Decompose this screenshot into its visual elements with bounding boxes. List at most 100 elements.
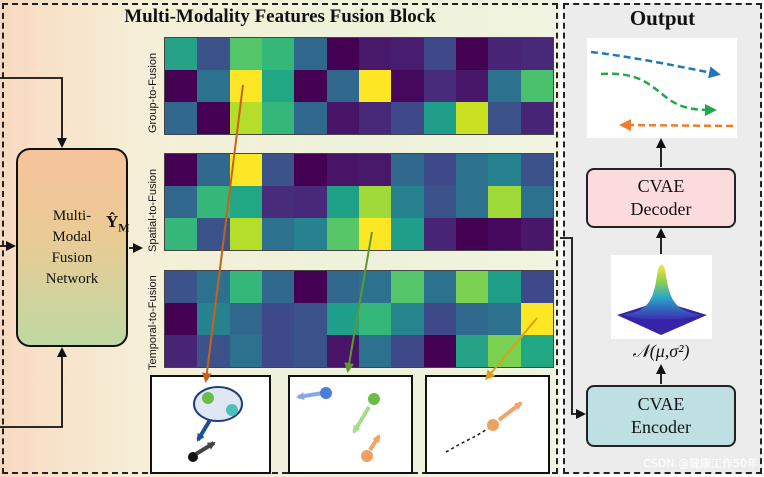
heatmap-cell: [488, 70, 521, 102]
heatmap-cell: [197, 70, 230, 102]
heatmap-cell: [261, 218, 295, 250]
cvae-decoder-line-1: CVAE: [637, 176, 685, 196]
heatmap-cell: [455, 154, 489, 186]
output-trajectory-box: [587, 38, 737, 138]
heatmap-cell: [326, 38, 359, 70]
heatmap-cell: [358, 154, 392, 186]
heatmap-cell: [358, 303, 392, 335]
trajectory-green: [600, 72, 717, 116]
mmfn-line-4: Network: [45, 270, 99, 287]
heatmap-cell: [358, 70, 392, 102]
heatmap-cell: [488, 102, 521, 134]
heatmap-cell: [197, 271, 230, 303]
heatmap-cell: [423, 186, 456, 218]
heatmap-cell: [488, 186, 521, 218]
heatmap-cell: [326, 271, 359, 303]
heatmap-cell: [423, 38, 456, 70]
gaussian-latent-box: [611, 255, 712, 339]
y-hat-subscript: M: [118, 220, 130, 235]
heatmap-cell: [165, 335, 198, 367]
heatmap-cell: [358, 186, 392, 218]
heatmap-cell: [294, 38, 327, 70]
heatmap-cell: [455, 38, 489, 70]
agent-orange-dot: [361, 450, 373, 462]
heatmap-cell: [520, 102, 553, 134]
heatmap-cell: [488, 218, 521, 250]
heatmap-cell: [520, 186, 553, 218]
heatmap-cell: [391, 102, 424, 134]
scene-box-spatial: [288, 375, 413, 474]
heatmap-cell: [423, 154, 456, 186]
heatmap-cell: [261, 38, 295, 70]
heatmap-cell: [326, 154, 359, 186]
attention-arrow-temporal: [485, 317, 538, 381]
heatmap-cell: [455, 218, 489, 250]
heatmap-cell: [197, 102, 230, 134]
heatmap-cell: [455, 335, 489, 367]
cvae-decoder-line-2: Decoder: [630, 199, 692, 219]
heatmap-cell: [520, 335, 553, 367]
heatmap-cell: [391, 186, 424, 218]
heatmap-cell: [165, 70, 198, 102]
heatmap-cell: [391, 303, 424, 335]
heatmap-cell: [294, 218, 327, 250]
heatmap-cell: [358, 218, 392, 250]
heatmap-cell: [261, 271, 295, 303]
heatmap-cell: [520, 70, 553, 102]
heatmap-cell: [358, 38, 392, 70]
group-ellipse: [193, 386, 243, 422]
heatmap-cell: [165, 186, 198, 218]
multi-modal-fusion-network-box: Multi- Modal Fusion Network: [16, 148, 128, 347]
heatmap-cell: [520, 154, 553, 186]
heatmap-cell: [229, 335, 262, 367]
heatmap-cell: [229, 38, 262, 70]
heatmap-cell: [229, 303, 262, 335]
temporal-history-path: [445, 425, 493, 453]
output-trajectory-svg: [590, 50, 734, 132]
heatmap-cell: [165, 102, 198, 134]
input-line-top: [0, 77, 67, 148]
heatmap-cell: [391, 218, 424, 250]
trajectory-blue: [590, 50, 721, 79]
heatmap-cell: [488, 38, 521, 70]
fusion-block-title: Multi-Modality Features Fusion Block: [124, 6, 436, 27]
heatmap-cell: [294, 335, 327, 367]
blue-agent-arrow: [296, 391, 324, 401]
heatmap-cell: [423, 102, 456, 134]
heatmap-cell: [326, 218, 359, 250]
heatmap-cell: [197, 38, 230, 70]
cvae-encoder-line-2: Encoder: [631, 417, 691, 437]
mmfn-line-3: Fusion: [51, 249, 93, 266]
heatmap-cell: [358, 102, 392, 134]
heatmap-cell: [423, 271, 456, 303]
heatmap-cell: [261, 303, 295, 335]
agent-green-dot: [202, 392, 214, 404]
mmfn-line-2: Modal: [52, 228, 92, 245]
y-hat-symbol: Ŷ: [106, 212, 119, 231]
heatmap-cell: [229, 186, 262, 218]
heatmap-cell: [261, 335, 295, 367]
output-title: Output: [629, 6, 696, 30]
heatmap-cell: [391, 38, 424, 70]
attention-arrow-spatial: [344, 231, 373, 373]
agent-black-dot: [188, 452, 198, 462]
heatmap-cell: [326, 186, 359, 218]
heatmap-cell: [261, 154, 295, 186]
orange-agent-arrow: [368, 434, 381, 452]
heatmap-cell: [261, 70, 295, 102]
heatmap-cell: [391, 154, 424, 186]
normal-distribution-label: 𝒩(μ,σ²): [632, 341, 690, 361]
heatmap-cell: [197, 154, 230, 186]
heatmap-cell: [294, 186, 327, 218]
heatmap-cell: [391, 335, 424, 367]
heatmap-cell: [229, 70, 262, 102]
cvae-encoder-box: CVAE Encoder: [586, 385, 736, 447]
heatmap-cell: [488, 154, 521, 186]
heatmap-cell: [423, 218, 456, 250]
cvae-decoder-box: CVAE Decoder: [586, 168, 736, 228]
trajectory-orange: [619, 119, 734, 132]
mmfn-line-1: Multi-: [52, 207, 92, 224]
heatmap-spatial-to-fusion: [164, 153, 554, 251]
